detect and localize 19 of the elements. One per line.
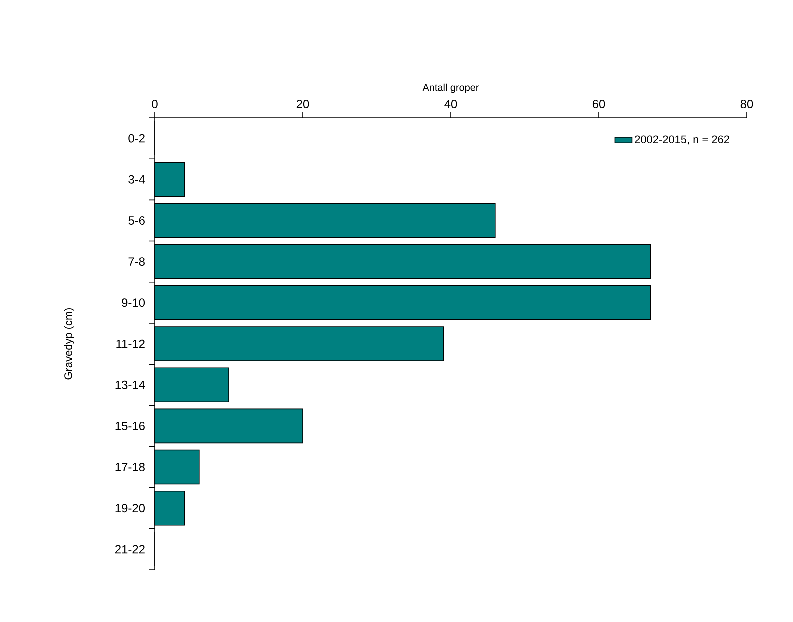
y-tick-label: 15-16: [116, 422, 145, 430]
y-tick-label: 11-12: [116, 340, 145, 348]
y-tick-label: 19-20: [116, 504, 146, 513]
y-tick-label: 5-6: [128, 216, 145, 225]
x-axis-title: Antall groper: [422, 84, 480, 94]
y-tick-label: 9-10: [122, 298, 146, 308]
x-tick-label: 20: [296, 100, 310, 108]
x-tick-label: 40: [444, 100, 458, 108]
y-tick-label: 13-14: [116, 380, 146, 390]
y-tick-label: 3-4: [128, 175, 146, 184]
x-tick-label: 80: [740, 100, 754, 108]
y-tick-label: 21-22: [115, 545, 145, 554]
y-axis-title: Gravedyp (cm): [64, 308, 75, 380]
x-tick-label: 0: [152, 100, 158, 108]
x-tick-label: 60: [592, 100, 606, 108]
y-tick-label: 17-18: [116, 463, 145, 472]
y-tick-label: 0-2: [128, 134, 145, 143]
legend-label: 2002-2015, n = 262: [635, 136, 730, 145]
y-tick-label: 7-8: [128, 258, 145, 266]
